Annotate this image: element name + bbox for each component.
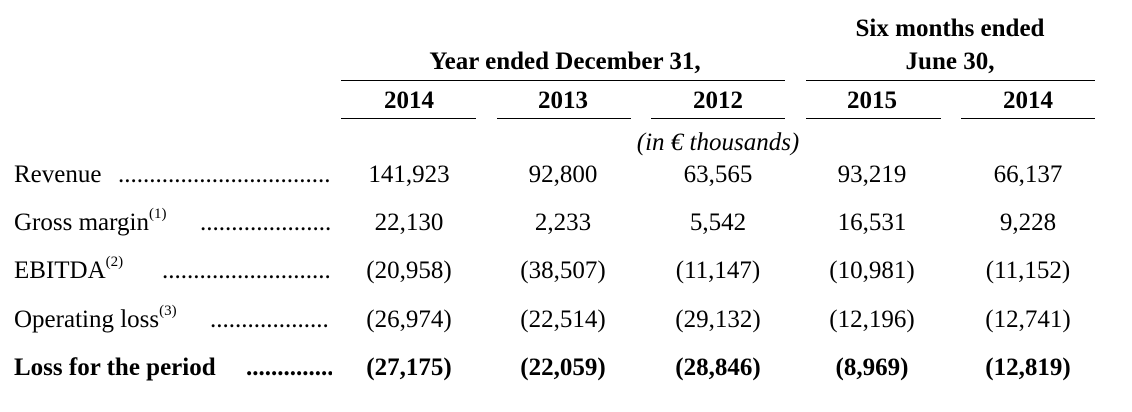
rule-six-group <box>806 80 1095 81</box>
cell-revenue-2012: 63,565 <box>683 161 753 188</box>
cell-operating-loss-2015: (12,196) <box>829 306 915 333</box>
cell-gross-margin-2014: 22,130 <box>374 209 444 236</box>
rule-year-group <box>341 80 785 81</box>
cell-loss-2014-six: (12,819) <box>985 354 1071 381</box>
cell-operating-loss-2012: (29,132) <box>675 306 761 333</box>
cell-revenue-2014: 141,923 <box>368 161 450 188</box>
cell-gross-margin-2014-six: 9,228 <box>999 209 1057 236</box>
rule-col-3 <box>651 118 785 119</box>
cell-loss-2013: (22,059) <box>520 354 606 381</box>
col-header-2015: 2015 <box>847 87 897 114</box>
cell-operating-loss-2013: (22,514) <box>520 306 606 333</box>
leader-dots: ........................................ <box>246 354 332 381</box>
leader-dots: ........................................… <box>210 306 330 333</box>
cell-ebitda-2013: (38,507) <box>520 257 606 284</box>
row-label-revenue: Revenue <box>14 160 101 190</box>
row-label-text: Loss for the period <box>14 354 216 381</box>
units-label: (in € thousands) <box>636 129 800 156</box>
cell-loss-2012: (28,846) <box>675 354 761 381</box>
cell-ebitda-2014-six: (11,152) <box>985 257 1071 284</box>
header-six-months-line2: June 30, <box>905 48 995 75</box>
row-label-text: Gross margin <box>14 209 149 236</box>
col-header-2014-year: 2014 <box>384 87 434 114</box>
footnote-marker: (2) <box>105 253 124 270</box>
cell-loss-2015: (8,969) <box>835 354 909 381</box>
cell-gross-margin-2013: 2,233 <box>534 209 592 236</box>
rule-col-2 <box>497 118 631 119</box>
cell-revenue-2013: 92,800 <box>528 161 598 188</box>
cell-gross-margin-2015: 16,531 <box>837 209 907 236</box>
row-label-text: EBITDA <box>14 257 106 284</box>
cell-ebitda-2012: (11,147) <box>675 257 761 284</box>
cell-revenue-2014-six: 66,137 <box>993 161 1063 188</box>
footnote-marker: (1) <box>148 205 167 222</box>
cell-ebitda-2014: (20,958) <box>366 257 452 284</box>
leader-dots: ........................................… <box>118 161 330 188</box>
row-label-text: Operating loss <box>14 306 160 333</box>
rule-col-5 <box>961 118 1095 119</box>
cell-ebitda-2015: (10,981) <box>829 257 915 284</box>
col-header-2012: 2012 <box>693 87 743 114</box>
cell-gross-margin-2012: 5,542 <box>689 209 747 236</box>
cell-operating-loss-2014-six: (12,741) <box>985 306 1071 333</box>
col-header-2013: 2013 <box>538 87 588 114</box>
cell-loss-2014: (27,175) <box>366 354 452 381</box>
cell-operating-loss-2014: (26,974) <box>366 306 452 333</box>
header-six-months-line1: Six months ended <box>855 15 1045 42</box>
footnote-marker: (3) <box>159 302 177 319</box>
row-label-text: Revenue <box>14 161 102 188</box>
row-label-gross-margin: Gross margin(1) <box>14 205 167 238</box>
col-header-2014-six: 2014 <box>1003 87 1053 114</box>
cell-revenue-2015: 93,219 <box>837 161 907 188</box>
header-year-ended: Year ended December 31, <box>429 48 701 75</box>
leader-dots: ........................................… <box>200 209 330 236</box>
leader-dots: ........................................… <box>162 257 330 284</box>
row-label-operating-loss: Operating loss(3) <box>14 302 177 335</box>
rule-col-4 <box>806 118 941 119</box>
row-label-loss-for-period: Loss for the period <box>14 353 216 383</box>
row-label-ebitda: EBITDA(2) <box>14 253 124 286</box>
rule-col-1 <box>341 118 476 119</box>
